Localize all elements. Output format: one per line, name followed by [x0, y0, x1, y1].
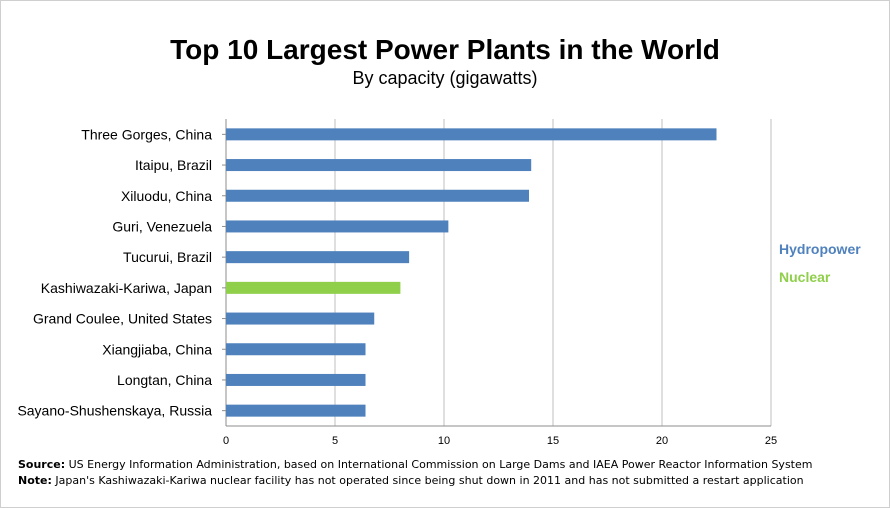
x-tick-label: 0 [223, 435, 229, 447]
legend-item: Hydropower [779, 241, 861, 257]
source-label: Source: [18, 458, 66, 471]
bar [226, 159, 532, 172]
category-label: Sayano-Shushenskaya, Russia [17, 403, 212, 419]
bar [226, 373, 366, 386]
category-label: Three Gorges, China [81, 126, 212, 142]
category-label: Longtan, China [117, 372, 212, 388]
chart-subtitle: By capacity (gigawatts) [352, 68, 538, 88]
footer-note: Note: Japan's Kashiwazaki-Kariwa nuclear… [18, 474, 878, 487]
source-note: Source: US Energy Information Administra… [18, 458, 878, 471]
note-label: Note: [18, 474, 52, 487]
x-tick-label: 5 [332, 435, 338, 447]
category-label: Itaipu, Brazil [135, 157, 212, 173]
category-label: Tucurui, Brazil [123, 249, 212, 265]
legend-item: Nuclear [779, 269, 831, 285]
category-label: Kashiwazaki-Kariwa, Japan [41, 280, 212, 296]
category-label: Xiangjiaba, China [102, 341, 212, 357]
bar [226, 251, 410, 264]
x-tick-label: 10 [438, 435, 450, 447]
chart-title: Top 10 Largest Power Plants in the World [170, 34, 720, 65]
bar [226, 189, 530, 202]
note-text: Japan's Kashiwazaki-Kariwa nuclear facil… [51, 474, 804, 487]
bar [226, 404, 366, 417]
source-text: US Energy Information Administration, ba… [65, 458, 813, 471]
bar [226, 343, 366, 356]
x-tick-label: 15 [547, 435, 559, 447]
category-label: Xiluodu, China [121, 188, 212, 204]
bar [226, 220, 449, 233]
bar [226, 128, 717, 141]
bar [226, 312, 375, 325]
category-label: Grand Coulee, United States [33, 311, 212, 327]
x-tick-label: 25 [765, 435, 777, 447]
bar [226, 281, 401, 294]
x-tick-label: 20 [656, 435, 668, 447]
category-label: Guri, Venezuela [112, 218, 212, 234]
